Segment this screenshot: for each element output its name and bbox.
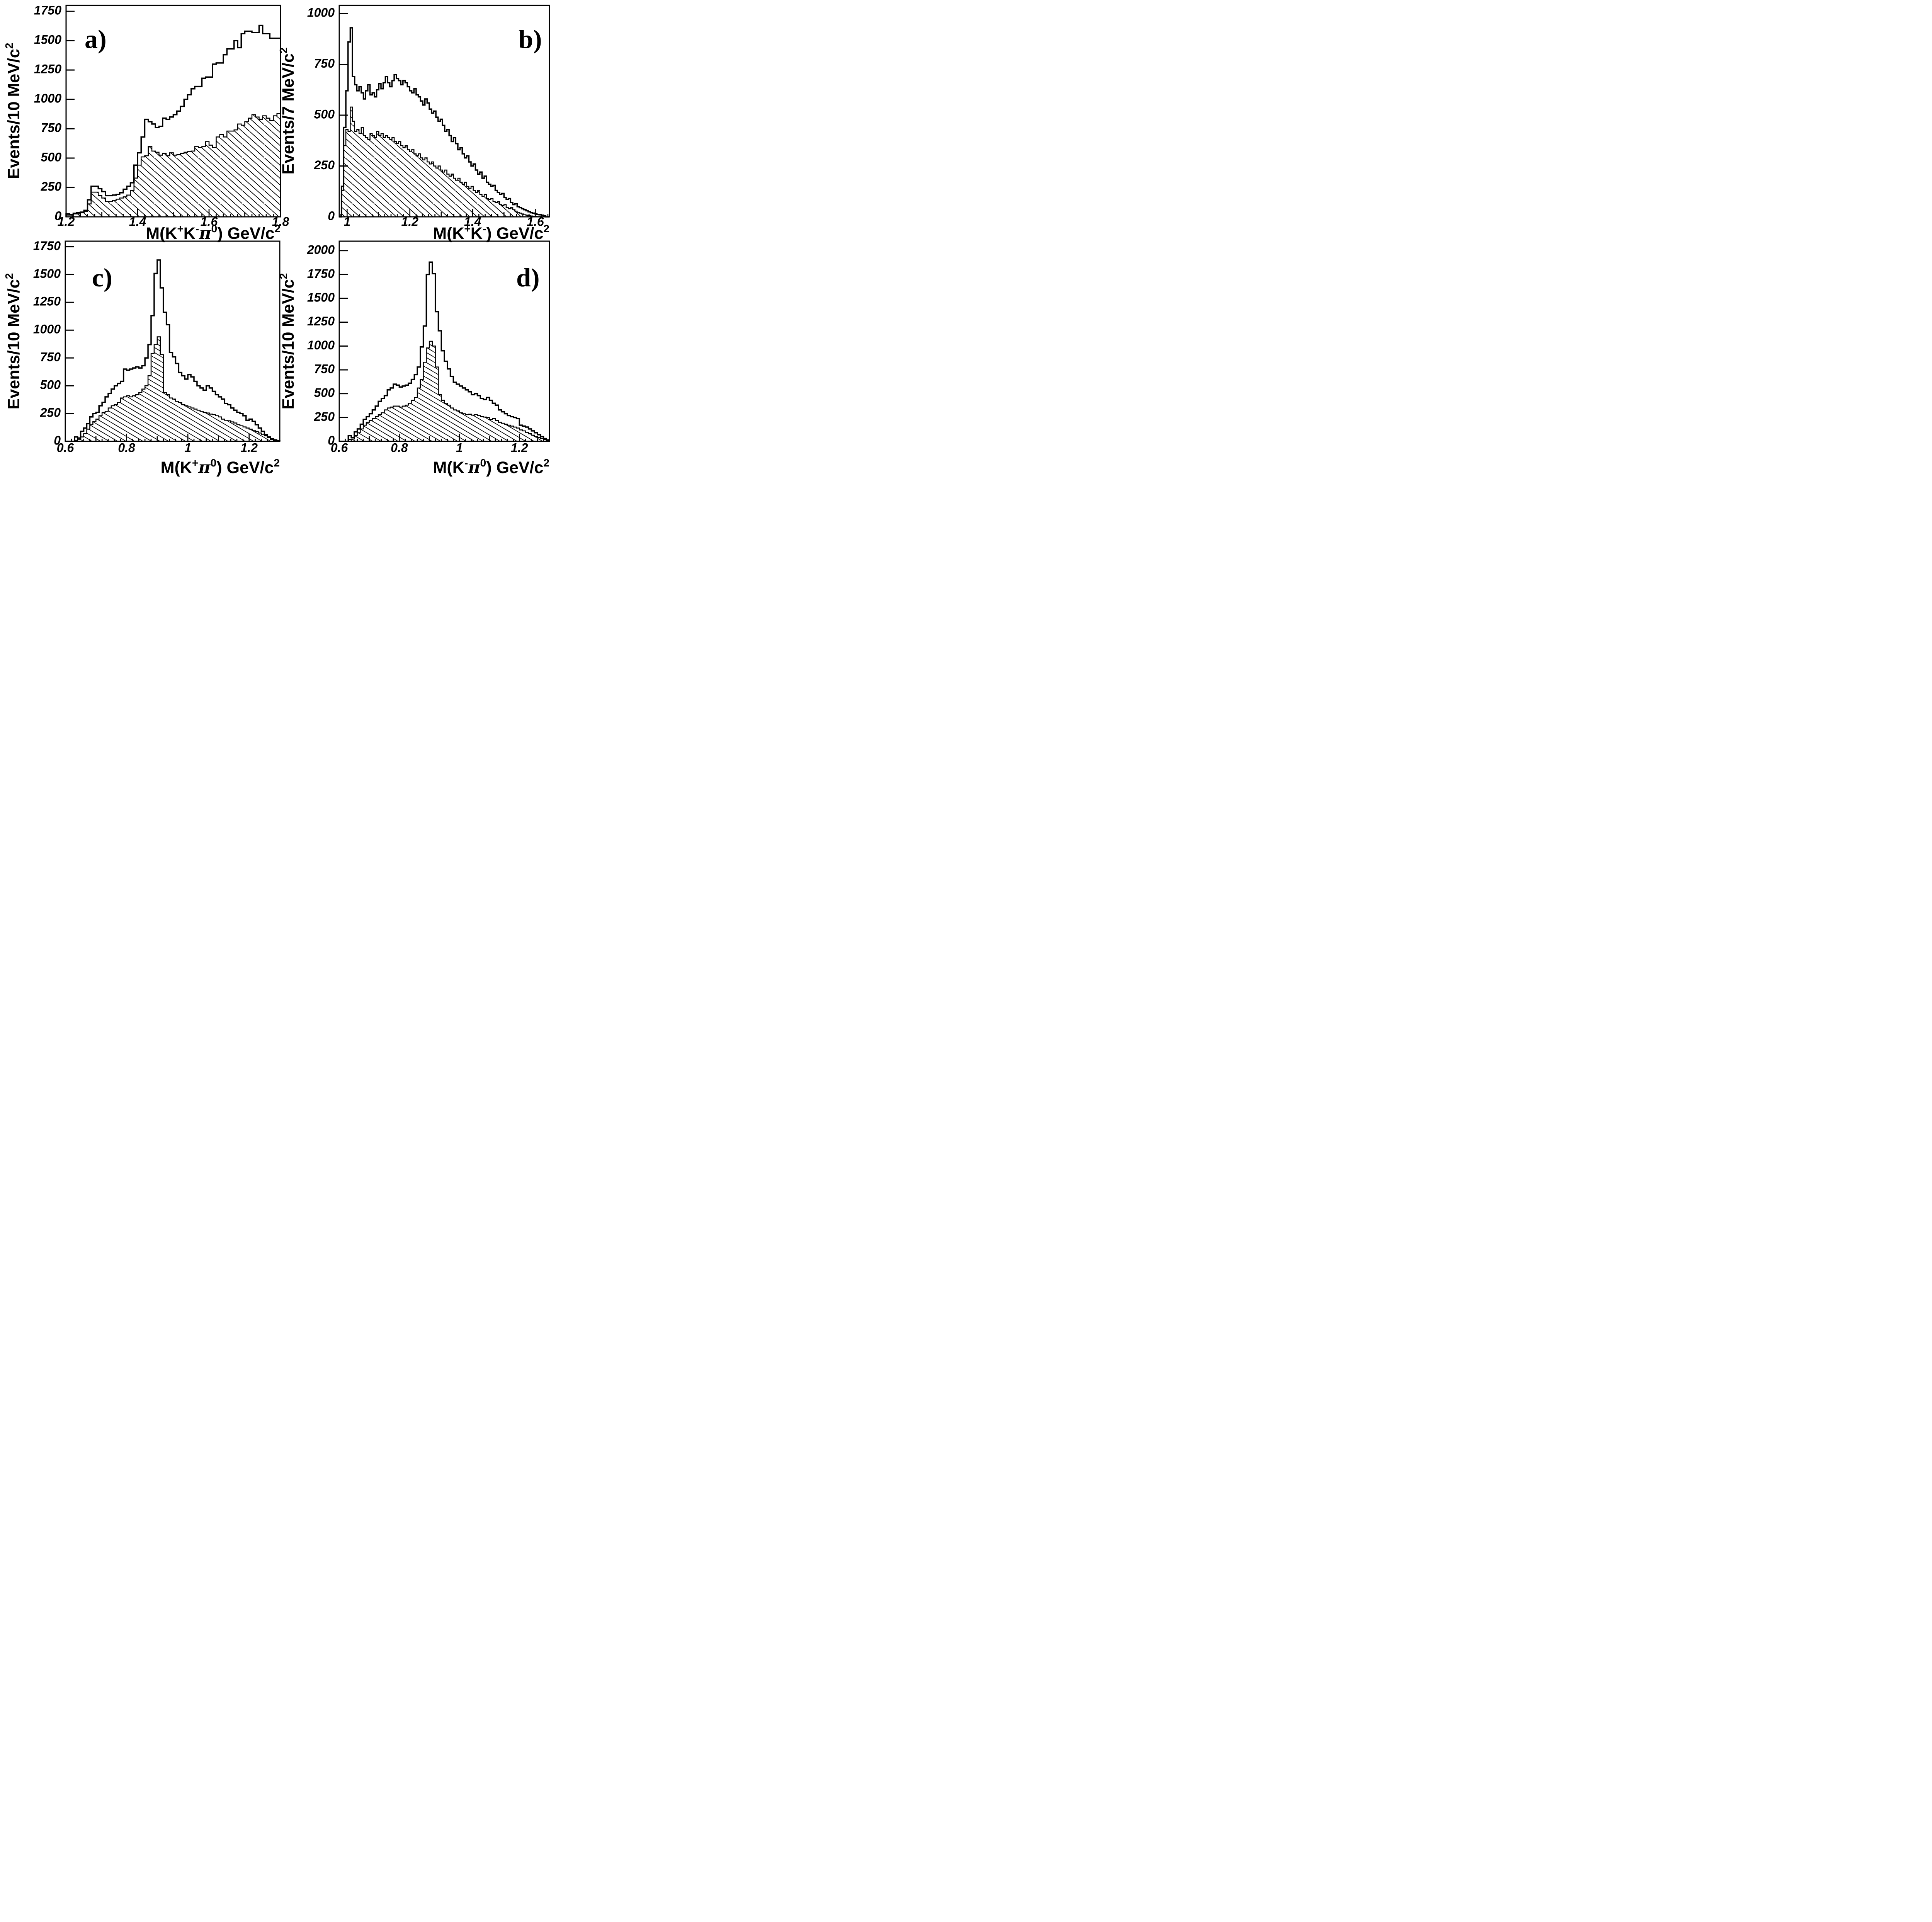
y-axis-ticks — [339, 250, 348, 442]
y-tick-label: 0 — [54, 209, 61, 223]
y-tick-label: 0 — [328, 209, 335, 223]
y-tick-label: 1000 — [307, 5, 335, 19]
x-tick-label: 1.8 — [272, 215, 289, 228]
y-tick-label: 2000 — [307, 243, 335, 257]
open-histogram — [339, 261, 550, 442]
hatched-histogram — [339, 106, 549, 218]
hatched-histogram — [65, 113, 281, 218]
y-axis-ticks — [66, 10, 75, 218]
y-tick-label: 1500 — [33, 267, 61, 281]
x-tick-label: 0.8 — [391, 441, 408, 455]
x-tick-label: 1 — [456, 441, 463, 455]
y-tick-label: 1000 — [33, 322, 61, 336]
open-histogram — [65, 259, 281, 442]
x-axis-ticks — [338, 434, 550, 441]
y-tick-label: 500 — [40, 378, 61, 392]
x-axis-title: M(K+K-π0) GeV/c2 — [146, 223, 281, 243]
x-tick-label: 1 — [184, 441, 191, 455]
x-tick-labels: 0.6 0.8 1 1.2 — [331, 441, 528, 455]
panel-d: 0.6 0.8 1 1.2 0 250 500 750 1000 1250 1500 1750 2000… — [277, 240, 550, 477]
plot-frame — [338, 240, 550, 442]
x-axis-ticks — [65, 209, 281, 217]
panel-letter: b) — [519, 24, 542, 54]
y-tick-label: 1250 — [33, 295, 61, 308]
x-tick-label: 1.2 — [58, 215, 75, 228]
y-tick-label: 250 — [314, 410, 335, 424]
x-axis-title: M(K+π0) GeV/c2 — [161, 457, 280, 477]
panel-b: 1 1.2 1.4 1.6 0 250 500 750 1000 M(K+K-) GeV/c2 Ev… — [277, 5, 550, 243]
x-tick-label: 1.2 — [240, 441, 258, 455]
y-axis-ticks — [65, 246, 74, 442]
figure-background — [0, 0, 553, 480]
panel-letter: d) — [516, 263, 539, 292]
x-axis-ticks — [340, 209, 549, 217]
x-tick-labels: 1 1.2 1.4 1.6 — [344, 215, 544, 228]
open-histogram — [65, 24, 281, 217]
y-tick-label: 1750 — [33, 239, 61, 253]
x-axis-title: M(K+K-) GeV/c2 — [433, 223, 549, 243]
y-tick-label: 0 — [328, 433, 335, 447]
y-tick-label: 1500 — [34, 33, 61, 47]
x-tick-labels: 1.2 1.4 1.6 1.8 — [58, 215, 289, 228]
x-tick-label: 1.4 — [464, 215, 481, 228]
four-panel-histogram-figure: 1.2 1.4 1.6 1.802505007501000125015001750M(… — [0, 0, 553, 480]
panel-c: 0.6 0.8 1 1.2 0 250 500 750 1000 1250 1500 1750 M(K+… — [3, 239, 281, 477]
y-tick-labels: 0 250 500 750 1000 1250 1500 1750 2000 — [307, 243, 335, 447]
y-tick-label: 1500 — [307, 290, 335, 304]
y-tick-label: 1000 — [34, 92, 61, 106]
x-tick-label: 1 — [344, 215, 350, 228]
y-tick-label: 1250 — [34, 62, 61, 76]
y-axis-title: Events/7 MeV/c2 — [277, 48, 298, 175]
x-tick-label: 0.6 — [331, 441, 348, 455]
panel-letter: c) — [92, 263, 112, 292]
y-tick-label: 500 — [41, 150, 62, 164]
x-tick-labels: 0.6 0.8 1 1.2 — [57, 441, 258, 455]
y-tick-label: 1000 — [307, 338, 335, 352]
figure-canvas: 1.2 1.4 1.6 1.8 0 250 500 750 1000 1250 1500 1750 M(… — [0, 0, 553, 480]
y-tick-label: 500 — [314, 386, 335, 400]
plot-frame — [65, 240, 281, 442]
y-tick-labels: 0 250 500 750 1000 1250 1500 1750 — [33, 239, 61, 448]
y-tick-labels: 0 250 500 750 1000 1250 1500 1750 — [34, 3, 61, 223]
x-tick-label: 1.4 — [129, 215, 146, 228]
x-tick-label: 0.6 — [57, 441, 74, 455]
y-tick-label: 750 — [314, 56, 335, 70]
hatched-histogram — [339, 340, 550, 442]
y-tick-label: 500 — [314, 107, 335, 121]
y-axis-title: Events/10 MeV/c2 — [3, 43, 23, 179]
y-axis-ticks — [339, 13, 348, 218]
x-tick-label: 1.6 — [527, 215, 544, 228]
panel-a: 1.2 1.4 1.6 1.8 0 250 500 750 1000 1250 1500 1750 M(… — [3, 3, 289, 243]
x-axis-ticks — [65, 434, 281, 441]
x-tick-label: 1.2 — [401, 215, 418, 228]
plot-frame — [338, 5, 550, 218]
y-tick-label: 1750 — [307, 267, 335, 281]
y-axis-title: Events/10 MeV/c2 — [277, 273, 298, 410]
x-tick-label: 1.2 — [511, 441, 528, 455]
open-histogram — [339, 27, 549, 218]
y-tick-label: 250 — [41, 179, 62, 193]
y-tick-labels: 0 250 500 750 1000 — [307, 5, 335, 223]
x-tick-label: 1.6 — [201, 215, 218, 228]
y-tick-label: 750 — [314, 362, 335, 376]
y-tick-label: 750 — [41, 121, 62, 135]
y-axis-title: Events/10 MeV/c2 — [3, 273, 23, 410]
y-tick-label: 1750 — [34, 3, 61, 17]
hatched-histogram — [65, 336, 281, 442]
panel-letter: a) — [85, 24, 107, 54]
y-tick-label: 750 — [40, 350, 61, 364]
x-axis-title: M(K-π0) GeV/c2 — [433, 457, 549, 477]
x-tick-label: 0.8 — [118, 441, 135, 455]
y-tick-label: 1250 — [307, 314, 335, 328]
y-tick-label: 0 — [54, 433, 61, 447]
y-tick-label: 250 — [314, 158, 335, 172]
y-tick-label: 250 — [40, 406, 61, 420]
